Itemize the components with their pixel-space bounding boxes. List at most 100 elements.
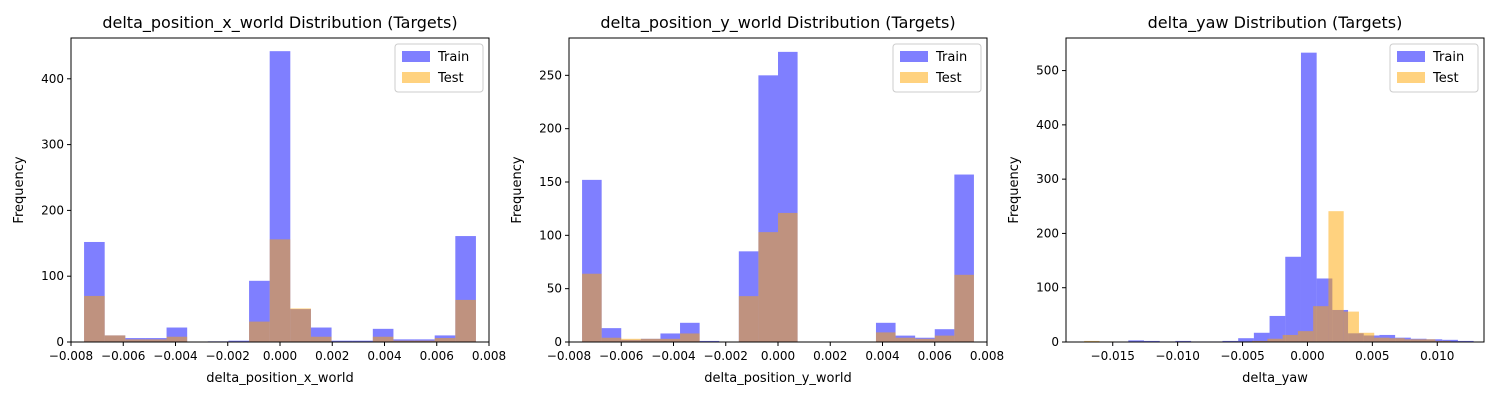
x-tick-label: 0.002 — [315, 349, 349, 363]
series-test-bars — [84, 239, 476, 342]
x-tick-label: −0.002 — [206, 349, 250, 363]
legend: Train Test — [394, 43, 484, 93]
bar-test — [778, 212, 798, 342]
bar-test — [393, 340, 415, 342]
bar-train — [1222, 340, 1239, 342]
y-tick-label: 400 — [1036, 118, 1059, 132]
bar-test — [895, 337, 916, 342]
legend-label-test: Test — [1432, 71, 1459, 86]
series-test-bars — [1084, 211, 1466, 342]
bar-test — [1435, 340, 1451, 342]
bar-test — [455, 299, 476, 342]
legend-swatch-train — [402, 51, 430, 62]
bar-test — [1420, 339, 1436, 342]
bar-train — [699, 340, 720, 342]
x-tick-label: −0.008 — [49, 349, 93, 363]
bar-test — [310, 336, 332, 342]
y-tick-label: 200 — [41, 203, 64, 217]
chart-title: delta_yaw Distribution (Targets) — [1148, 13, 1403, 33]
bar-test — [1297, 331, 1314, 342]
axes-frame — [1065, 37, 1485, 343]
bar-test — [1343, 311, 1359, 342]
y-axis-label: Frequency — [510, 156, 525, 223]
chart-title: delta_position_x_world Distribution (Tar… — [102, 13, 457, 33]
y-tick-label: 0 — [1051, 335, 1059, 349]
bar-train — [1144, 340, 1160, 342]
y-tick-label: 300 — [41, 138, 64, 152]
legend-swatch-test — [402, 72, 430, 83]
x-axis-label: delta_yaw — [1242, 371, 1308, 386]
legend-swatch-train — [1397, 51, 1425, 62]
bar-train — [352, 340, 373, 342]
bar-test — [372, 336, 394, 342]
x-tick-label: −0.008 — [547, 349, 591, 363]
y-tick-label: 200 — [539, 122, 562, 136]
bar-test — [1404, 339, 1421, 342]
bar-train — [1128, 340, 1145, 342]
bar-test — [125, 339, 146, 342]
y-axis-label: Frequency — [12, 156, 27, 223]
legend-label-train: Train — [437, 50, 469, 65]
x-tick-label: 0.005 — [1355, 349, 1389, 363]
x-tick-label: −0.005 — [1220, 349, 1264, 363]
y-tick-label: 200 — [1036, 226, 1059, 240]
bar-test — [875, 332, 896, 342]
legend-label-test: Test — [437, 71, 464, 86]
bar-train — [414, 339, 435, 342]
x-tick-label: 0.000 — [761, 349, 795, 363]
x-tick-label: 0.008 — [472, 349, 506, 363]
x-tick-label: −0.002 — [704, 349, 748, 363]
x-tick-label: 0.010 — [1420, 349, 1454, 363]
chart-title: delta_position_y_world Distribution (Tar… — [600, 13, 955, 33]
bar-train — [393, 339, 415, 342]
bar-test — [1084, 340, 1100, 342]
bar-test — [269, 239, 291, 342]
bar-test — [758, 232, 778, 342]
bar-test — [1252, 340, 1268, 342]
legend-swatch-train — [900, 51, 928, 62]
x-axis-label: delta_position_y_world — [704, 371, 851, 386]
y-tick-label: 100 — [1036, 281, 1059, 295]
x-tick-label: 0.004 — [865, 349, 899, 363]
bar-test — [640, 338, 661, 342]
x-tick-label: −0.004 — [651, 349, 695, 363]
bar-test — [1374, 337, 1390, 342]
bar-test — [934, 335, 955, 342]
legend-label-train: Train — [935, 50, 967, 65]
series-train-bars — [1128, 52, 1474, 343]
x-tick-label: 0.008 — [970, 349, 1004, 363]
chart-panel-2: −0.008 −0.006 −0.004 −0.002 0.000 0.002 0.004 0… — [510, 13, 1004, 386]
bar-test — [145, 339, 167, 342]
bar-train — [228, 340, 250, 342]
y-tick-label: 250 — [539, 68, 562, 82]
bar-test — [84, 295, 105, 342]
bar-test — [104, 335, 126, 342]
x-axis-label: delta_position_x_world — [206, 371, 353, 386]
bar-test — [414, 340, 435, 342]
bar-test — [249, 321, 270, 342]
bar-test — [915, 338, 935, 342]
bar-test — [1358, 332, 1375, 342]
bar-test — [1328, 211, 1344, 342]
x-tick-label: 0.004 — [367, 349, 401, 363]
x-tick-label: −0.015 — [1091, 349, 1135, 363]
x-tick-label: −0.006 — [599, 349, 643, 363]
bar-test — [434, 338, 456, 342]
x-tick-label: 0.000 — [263, 349, 297, 363]
x-tick-label: 0.000 — [1290, 349, 1324, 363]
legend-label-test: Test — [935, 71, 962, 86]
bar-train — [1238, 338, 1254, 342]
y-tick-label: 400 — [41, 72, 64, 86]
x-tick-label: 0.006 — [420, 349, 454, 363]
bar-train — [331, 340, 353, 342]
bar-test — [738, 296, 759, 342]
y-tick-label: 150 — [539, 175, 562, 189]
x-tick-label: −0.004 — [153, 349, 197, 363]
bar-test — [601, 337, 622, 342]
legend: Train Test — [1389, 43, 1479, 93]
bar-test — [1389, 338, 1405, 342]
bar-test — [621, 338, 641, 342]
bar-test — [166, 336, 188, 342]
bar-train — [1269, 315, 1286, 342]
